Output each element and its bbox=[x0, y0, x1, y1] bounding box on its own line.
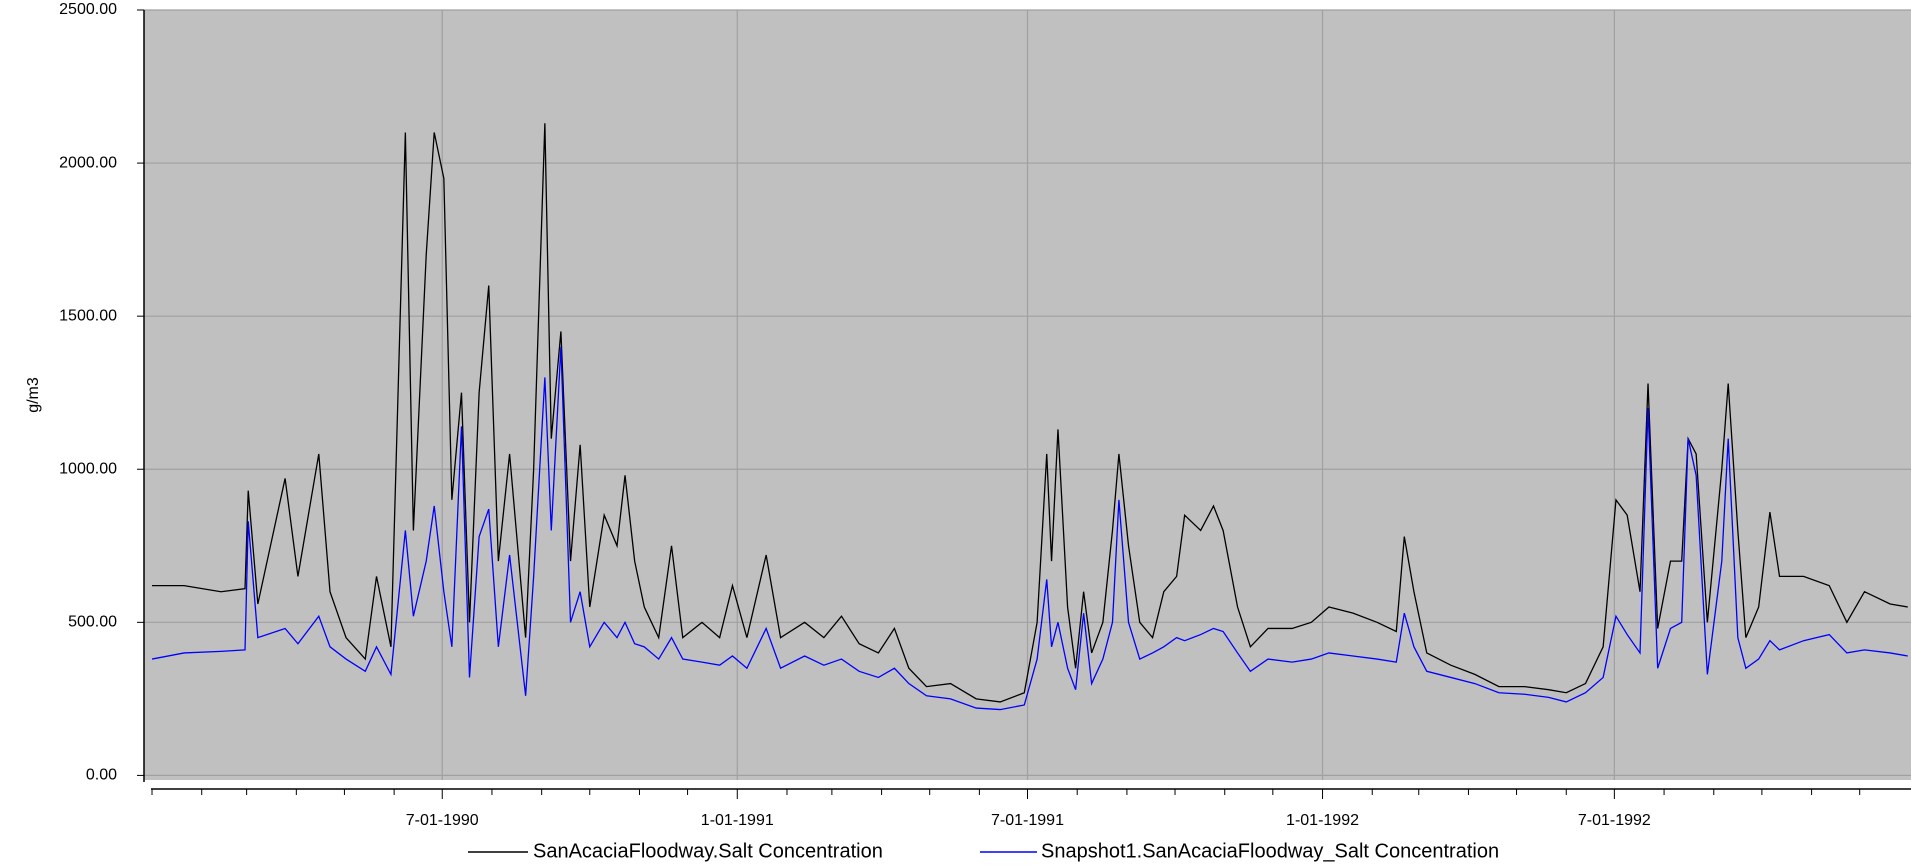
y-tick-label: 1500.00 bbox=[59, 307, 117, 324]
legend-label: SanAcaciaFloodway.Salt Concentration bbox=[533, 840, 883, 862]
y-tick-label: 2000.00 bbox=[59, 154, 117, 171]
y-tick-label: 1000.00 bbox=[59, 460, 117, 477]
y-axis-label: g/m3 bbox=[25, 377, 42, 413]
series-line bbox=[152, 123, 1908, 703]
y-tick-label: 2500.00 bbox=[59, 1, 117, 18]
x-tick-label: 7-01-1990 bbox=[406, 812, 479, 829]
series-line bbox=[151, 346, 1908, 711]
y-tick-label: 0.00 bbox=[86, 767, 117, 784]
legend-label: Snapshot1.SanAcaciaFloodway_Salt Concent… bbox=[1041, 840, 1499, 862]
legend: SanAcaciaFloodway.Salt Concentration Sna… bbox=[468, 840, 1499, 862]
y-tick-label: 500.00 bbox=[68, 614, 117, 631]
x-tick-label: 7-01-1992 bbox=[1578, 812, 1651, 829]
x-tick-label: 1-01-1991 bbox=[701, 812, 774, 829]
x-tick-label: 1-01-1992 bbox=[1286, 812, 1359, 829]
x-tick-label: 7-01-1991 bbox=[991, 812, 1064, 829]
